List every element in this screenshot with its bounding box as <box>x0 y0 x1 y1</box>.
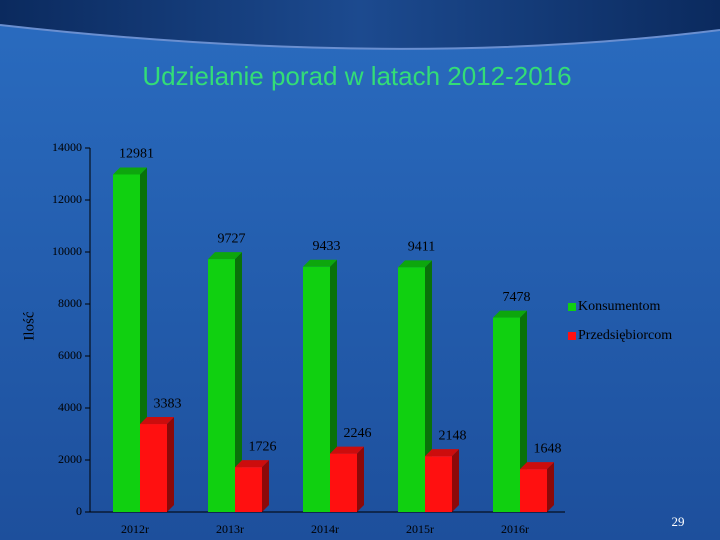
bar-top <box>398 260 432 268</box>
header-swoosh <box>0 0 720 49</box>
bar <box>235 467 262 512</box>
bar <box>113 174 140 512</box>
bar-side <box>167 417 174 512</box>
bar <box>520 469 547 512</box>
bar <box>303 266 330 512</box>
value-label: 7478 <box>503 290 531 305</box>
swoosh-line <box>0 24 720 50</box>
value-label: 12981 <box>119 147 154 162</box>
bar-side <box>357 446 364 512</box>
legend-label: Przedsiębiorcom <box>578 328 672 343</box>
x-tick-label: 2013r <box>216 522 244 536</box>
chart-title: Udzielanie porad w latach 2012-2016 <box>142 61 571 91</box>
page-number: 29 <box>672 514 685 529</box>
bar-side <box>262 460 269 512</box>
bar <box>425 456 452 512</box>
bar <box>398 267 425 512</box>
x-tick-label: 2016r <box>501 522 529 536</box>
legend-swatch <box>568 303 576 311</box>
x-tick-label: 2015r <box>406 522 434 536</box>
y-tick-label: 14000 <box>52 140 82 154</box>
bar <box>208 259 235 512</box>
bar-top <box>330 446 364 454</box>
value-label: 9411 <box>408 240 435 255</box>
value-label: 9727 <box>218 231 246 246</box>
y-tick-label: 6000 <box>58 348 82 362</box>
bar-side <box>547 462 554 512</box>
legend-swatch <box>568 332 576 340</box>
y-tick-label: 2000 <box>58 452 82 466</box>
value-label: 9433 <box>313 239 341 254</box>
y-tick-label: 8000 <box>58 296 82 310</box>
bar-side <box>520 310 527 512</box>
bar-side <box>425 260 432 512</box>
bar <box>140 424 167 512</box>
bar-top <box>235 460 269 468</box>
value-label: 2246 <box>344 426 372 441</box>
y-tick-label: 0 <box>76 504 82 518</box>
bar-top <box>113 167 147 175</box>
bar <box>493 317 520 512</box>
x-tick-label: 2014r <box>311 522 339 536</box>
bar-top <box>425 449 459 457</box>
y-axis-label: Ilość <box>21 311 37 341</box>
bar-top <box>303 259 337 267</box>
value-label: 1726 <box>249 439 277 454</box>
bar-side <box>235 252 242 512</box>
y-tick-label: 4000 <box>58 400 82 414</box>
bar <box>330 453 357 512</box>
bar-top <box>208 252 242 260</box>
y-tick-label: 12000 <box>52 192 82 206</box>
x-tick-label: 2012r <box>121 522 149 536</box>
value-label: 1648 <box>534 441 562 456</box>
legend-label: Konsumentom <box>578 299 661 314</box>
value-label: 2148 <box>439 428 467 443</box>
bar-side <box>452 449 459 512</box>
bar-top <box>493 310 527 318</box>
y-tick-label: 10000 <box>52 244 82 258</box>
value-label: 3383 <box>154 396 182 411</box>
bar-top <box>140 417 174 425</box>
bar-top <box>520 462 554 470</box>
